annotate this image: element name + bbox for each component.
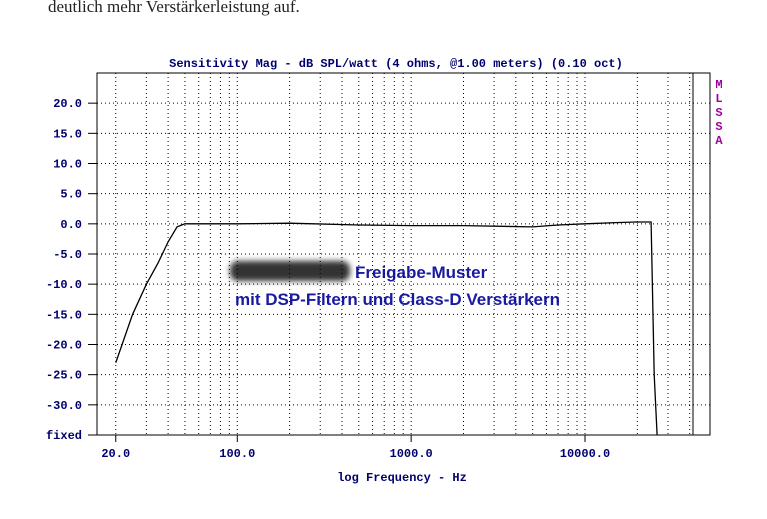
y-tick-label: 20.0 xyxy=(53,97,82,111)
side-label: L xyxy=(715,92,722,106)
y-tick-label: -15.0 xyxy=(46,308,82,322)
side-label: S xyxy=(715,106,722,120)
x-tick-label: 100.0 xyxy=(219,447,255,461)
y-tick-label: -25.0 xyxy=(46,369,82,383)
x-tick-label: 1000.0 xyxy=(390,447,433,461)
y-tick-label: -30.0 xyxy=(46,399,82,413)
y-tick-label: fixed xyxy=(46,429,82,443)
y-tick-label: -10.0 xyxy=(46,278,82,292)
y-tick-label: -20.0 xyxy=(46,339,82,353)
y-tick-label: 15.0 xyxy=(53,127,82,141)
y-tick-label: 0.0 xyxy=(60,218,82,232)
document-text: deutlich mehr Verstärkerleistung auf. xyxy=(48,0,300,16)
annotation: Freigabe-Muster xyxy=(355,263,488,282)
y-tick-label: 5.0 xyxy=(60,188,82,202)
y-tick-label: 10.0 xyxy=(53,158,82,172)
annotation: mit DSP-Filtern und Class-D Verstärkern xyxy=(235,290,560,309)
response-line xyxy=(115,221,658,436)
x-tick-label: 20.0 xyxy=(101,447,130,461)
side-label: S xyxy=(715,120,722,134)
y-tick-label: -5.0 xyxy=(53,248,82,262)
side-label: M xyxy=(715,78,722,92)
x-axis-label: log Frequency - Hz xyxy=(337,471,467,485)
x-tick-label: 10000.0 xyxy=(560,447,610,461)
side-label: A xyxy=(715,134,723,148)
chart-title: Sensitivity Mag - dB SPL/watt (4 ohms, @… xyxy=(169,57,623,71)
